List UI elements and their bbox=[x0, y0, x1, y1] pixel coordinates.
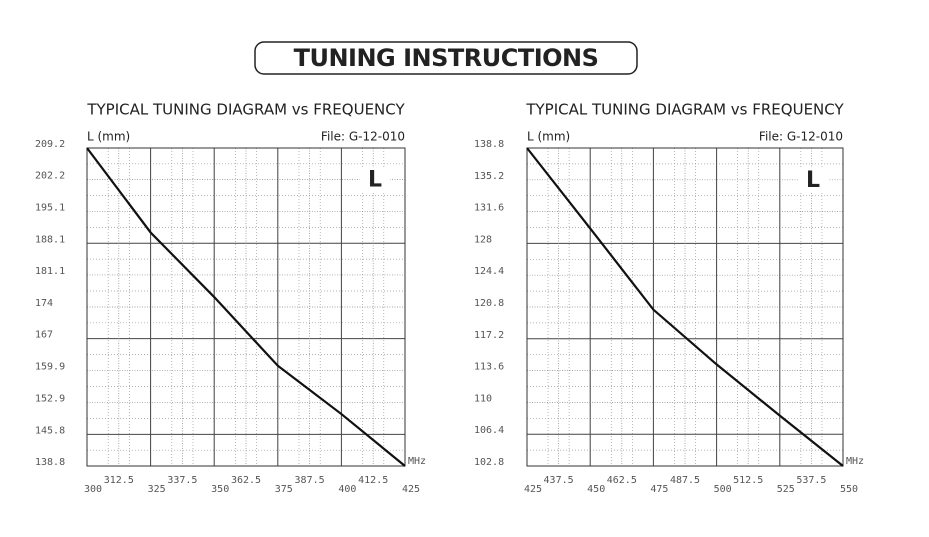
x-tick-label: 400 bbox=[338, 484, 356, 495]
tuning-line bbox=[86, 147, 406, 467]
plot-frame bbox=[526, 147, 844, 467]
y-tick-label: 181.1 bbox=[35, 266, 65, 277]
x-tick-label: 437.5 bbox=[544, 475, 574, 486]
y-tick-label: 138.8 bbox=[474, 139, 504, 150]
y-tick-label: 124.4 bbox=[474, 266, 504, 277]
heading-box bbox=[254, 41, 638, 75]
file-label: File: G-12-010 bbox=[759, 130, 843, 144]
y-tick-label: 110 bbox=[474, 393, 492, 404]
x-tick-label: 537.5 bbox=[796, 475, 826, 486]
x-tick-label: 350 bbox=[211, 484, 229, 495]
x-tick-label: 337.5 bbox=[167, 475, 197, 486]
plot-frame bbox=[86, 147, 406, 467]
marker-label: L bbox=[806, 168, 820, 193]
x-tick-label: 362.5 bbox=[231, 475, 261, 486]
y-axis-label: L (mm) bbox=[87, 130, 130, 144]
y-tick-label: 145.8 bbox=[35, 425, 65, 436]
y-tick-label: 135.2 bbox=[474, 171, 504, 182]
y-tick-label: 167 bbox=[35, 330, 53, 341]
x-tick-label: 412.5 bbox=[358, 475, 388, 486]
x-tick-label: 425 bbox=[524, 484, 542, 495]
x-unit: MHz bbox=[408, 456, 426, 467]
y-tick-label: 159.9 bbox=[35, 362, 65, 373]
x-tick-label: 312.5 bbox=[104, 475, 134, 486]
x-tick-label: 500 bbox=[714, 484, 732, 495]
x-tick-label: 462.5 bbox=[607, 475, 637, 486]
x-tick-label: 300 bbox=[84, 484, 102, 495]
marker-box bbox=[360, 167, 390, 192]
x-tick-label: 512.5 bbox=[733, 475, 763, 486]
y-tick-label: 174 bbox=[35, 298, 53, 309]
y-tick-label: 188.1 bbox=[35, 234, 65, 245]
y-tick-label: 195.1 bbox=[35, 203, 65, 214]
y-tick-label: 138.8 bbox=[35, 457, 65, 468]
x-tick-label: 387.5 bbox=[295, 475, 325, 486]
y-tick-label: 120.8 bbox=[474, 298, 504, 309]
y-tick-label: 202.2 bbox=[35, 171, 65, 182]
y-tick-label: 128 bbox=[474, 234, 492, 245]
x-tick-label: 487.5 bbox=[670, 475, 700, 486]
heading: TUNING INSTRUCTIONS bbox=[294, 44, 599, 72]
chart-title: TYPICAL TUNING DIAGRAM vs FREQUENCY bbox=[86, 101, 405, 119]
x-tick-label: 425 bbox=[402, 484, 420, 495]
chart-title: TYPICAL TUNING DIAGRAM vs FREQUENCY bbox=[525, 101, 844, 119]
y-tick-label: 209.2 bbox=[35, 139, 65, 150]
x-tick-label: 375 bbox=[275, 484, 293, 495]
y-tick-label: 131.6 bbox=[474, 203, 504, 214]
x-unit: MHz bbox=[846, 456, 864, 467]
marker-label: L bbox=[368, 168, 382, 193]
y-tick-label: 152.9 bbox=[35, 393, 65, 404]
y-tick-label: 113.6 bbox=[474, 362, 504, 373]
x-tick-label: 450 bbox=[587, 484, 605, 495]
y-tick-label: 106.4 bbox=[474, 425, 504, 436]
file-label: File: G-12-010 bbox=[321, 130, 405, 144]
tuning-line bbox=[526, 147, 844, 467]
x-tick-label: 325 bbox=[148, 484, 166, 495]
x-tick-label: 525 bbox=[777, 484, 795, 495]
y-tick-label: 117.2 bbox=[474, 330, 504, 341]
marker-box bbox=[798, 167, 828, 192]
y-axis-label: L (mm) bbox=[527, 130, 570, 144]
y-tick-label: 102.8 bbox=[474, 457, 504, 468]
x-tick-label: 550 bbox=[840, 484, 858, 495]
x-tick-label: 475 bbox=[650, 484, 668, 495]
